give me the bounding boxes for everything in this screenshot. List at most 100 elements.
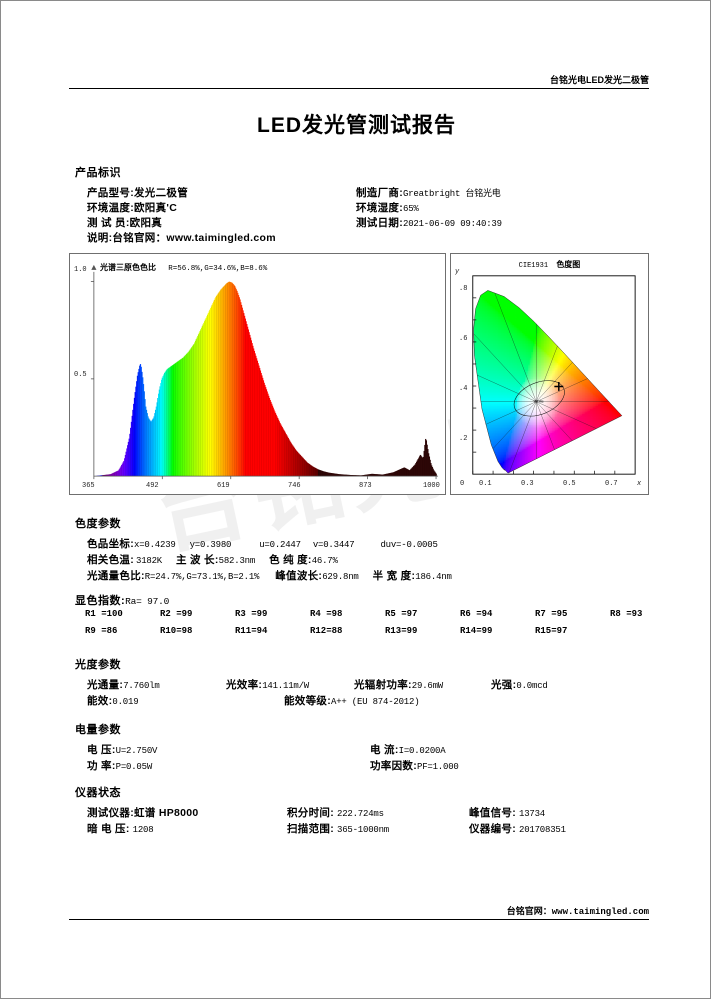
- cct-label: 相关色温:: [87, 554, 134, 566]
- spectrum-xtick-1000: 1000: [423, 482, 440, 490]
- field-power: 功 率:P=0.05W: [87, 756, 152, 774]
- cri-value-13: R13=99: [385, 626, 418, 636]
- section-title-photometric: 光度参数: [75, 659, 121, 671]
- field-dark-voltage: 暗 电 压: 1208: [87, 819, 154, 837]
- field-power-factor: 功率因数:PF=1.000: [370, 756, 459, 774]
- field-note-value: 台铭官网：www.taimingled.com: [112, 232, 276, 244]
- spectrum-plot-area: [90, 264, 439, 480]
- field-integration-time: 积分时间: 222.724ms: [287, 803, 384, 821]
- header-divider: [69, 88, 649, 89]
- field-manufacturer-value: Greatbright 台铭光电: [403, 189, 501, 199]
- field-model-label: 产品型号:: [87, 187, 134, 199]
- chromaticity-v: v=0.3447: [312, 540, 355, 550]
- spectrum-chart: 光谱三原色色比 R=56.8%,G=34.6%,B=8.6% 1.0 0.5 3…: [69, 253, 446, 495]
- chromaticity-duv: duv=-0.0005: [380, 540, 438, 550]
- integration-time-value: 222.724ms: [337, 809, 384, 819]
- cie-xtick-05: 0.5: [563, 480, 576, 488]
- current-value: I=0.0200A: [398, 746, 446, 756]
- field-tester-label: 测 试 员:: [87, 217, 130, 229]
- field-device: 测试仪器:虹谱 HP8000: [87, 803, 199, 821]
- half-width-value: 186.4nm: [415, 572, 452, 582]
- cie-xlabel: x: [637, 480, 642, 488]
- cri-value-11: R11=94: [235, 626, 268, 636]
- cie-ytick-6: .6: [459, 335, 468, 343]
- section-title-cri: 显色指数:Ra= 97.0: [75, 591, 169, 609]
- field-chromaticity-coords: 色品坐标:x=0.4239 y=0.3980 u=0.2447 v=0.3447 duv…: [87, 534, 438, 552]
- serial-number-label: 仪器编号:: [469, 823, 516, 835]
- scan-range-value: 365-1000nm: [337, 825, 390, 835]
- peak-wavelength-label: 峰值波长:: [275, 570, 323, 582]
- field-voltage: 电 压:U=2.750V: [87, 740, 157, 758]
- cie-ytick-4: .4: [459, 385, 468, 393]
- field-serial-number: 仪器编号: 201708351: [469, 819, 566, 837]
- chromaticity-x: x=0.4239: [134, 540, 176, 550]
- footer-label: 台铭官网：: [506, 906, 552, 916]
- chromaticity-coords-label: 色品坐标:: [87, 538, 134, 550]
- current-label: 电 流:: [370, 744, 399, 756]
- power-factor-value: PF=1.000: [417, 762, 459, 772]
- field-model-value: 发光二极管: [134, 187, 188, 199]
- field-tester-value: 欧阳真: [129, 217, 163, 229]
- spectrum-xtick-873: 873: [359, 482, 372, 490]
- cri-ra-value: Ra= 97.0: [125, 596, 170, 607]
- footer-url: www.taimingled.com: [551, 907, 649, 917]
- cie-chart-title-en: CIE1931: [518, 262, 549, 270]
- energy-grade-value: A++ (EU 874-2012): [331, 697, 420, 707]
- energy-grade-label: 能效等级:: [284, 695, 331, 707]
- footer: 台铭官网：www.taimingled.com: [69, 904, 649, 917]
- dark-voltage-value: 1208: [132, 825, 154, 835]
- cri-value-4: R4 =98: [310, 609, 343, 619]
- peak-signal-value: 13734: [519, 809, 546, 819]
- section-title-instrument: 仪器状态: [75, 787, 121, 799]
- field-efficacy: 光效率:141.11m/W: [226, 675, 309, 693]
- cri-value-10: R10=98: [160, 626, 193, 636]
- chromaticity-u: u=0.2447: [259, 540, 301, 550]
- field-scan-range: 扫描范围: 365-1000nm: [287, 819, 389, 837]
- spectrum-xtick-365: 365: [82, 482, 95, 490]
- dominant-wavelength-value: 582.3nm: [218, 556, 256, 566]
- cri-value-5: R5 =97: [385, 609, 418, 619]
- cie-xtick-0: 0: [460, 480, 465, 488]
- peak-signal-label: 峰值信号:: [469, 807, 516, 819]
- chromaticity-y: y=0.3980: [189, 540, 232, 550]
- luminous-intensity-label: 光强:: [491, 679, 517, 691]
- efficacy-value: 141.11m/W: [262, 681, 310, 691]
- cri-value-12: R12=88: [310, 626, 343, 636]
- section-title-electrical: 电量参数: [75, 724, 121, 736]
- flux-ratio-value: R=24.7%,G=73.1%,B=2.1%: [144, 572, 260, 582]
- cri-value-2: R2 =99: [160, 609, 193, 619]
- purity-label: 色 纯 度:: [269, 554, 312, 566]
- dark-voltage-label: 暗 电 压:: [87, 823, 130, 835]
- cri-value-6: R6 =94: [460, 609, 493, 619]
- device-label: 测试仪器:: [87, 807, 134, 819]
- flux-ratio-label: 光通量色比:: [87, 570, 145, 582]
- field-radiant-power: 光辐射功率:29.6mW: [354, 675, 443, 693]
- field-manufacturer-label: 制造厂商:: [356, 187, 403, 199]
- cie-chart-title: CIE1931 色度图: [451, 259, 648, 270]
- spectrum-xtick-619: 619: [217, 482, 230, 490]
- field-test-date-value: 2021-06-09 09:40:39: [403, 219, 502, 229]
- page-header-mark: 台铭光电LED发光二极管: [549, 75, 649, 85]
- field-humidity-label: 环境湿度:: [356, 202, 403, 214]
- cct-value: 3182K: [136, 556, 163, 566]
- section-title-colorimetric: 色度参数: [75, 518, 121, 530]
- voltage-label: 电 压:: [87, 744, 116, 756]
- field-humidity-value: 65%: [403, 204, 419, 214]
- radiant-power-value: 29.6mW: [411, 681, 444, 691]
- cie-chromaticity-chart: CIE1931 色度图 y White .8 .6 .4 .2 0 0.1 0.…: [450, 253, 649, 495]
- cri-value-3: R3 =99: [235, 609, 268, 619]
- cri-value-1: R1 =100: [85, 609, 123, 619]
- half-width-label: 半 宽 度:: [372, 570, 416, 582]
- field-cct-row: 相关色温: 3182K 主 波 长:582.3nm 色 纯 度:46.7%: [87, 550, 338, 568]
- scan-range-label: 扫描范围:: [287, 823, 334, 835]
- footer-divider: [69, 919, 649, 920]
- field-ambient-temperature: 环境温度:欧阳真'C: [87, 198, 177, 216]
- spectrum-chart-annotation: 光谱三原色色比 R=56.8%,G=34.6%,B=8.6%: [100, 262, 267, 273]
- cie-xtick-01: 0.1: [479, 480, 492, 488]
- energy-efficiency-value: 0.019: [112, 697, 139, 707]
- purity-value: 46.7%: [311, 556, 338, 566]
- field-luminous-flux: 光通量:7.760lm: [87, 675, 160, 693]
- power-factor-label: 功率因数:: [370, 760, 417, 772]
- radiant-power-label: 光辐射功率:: [354, 679, 412, 691]
- field-tester: 测 试 员:欧阳真: [87, 213, 162, 231]
